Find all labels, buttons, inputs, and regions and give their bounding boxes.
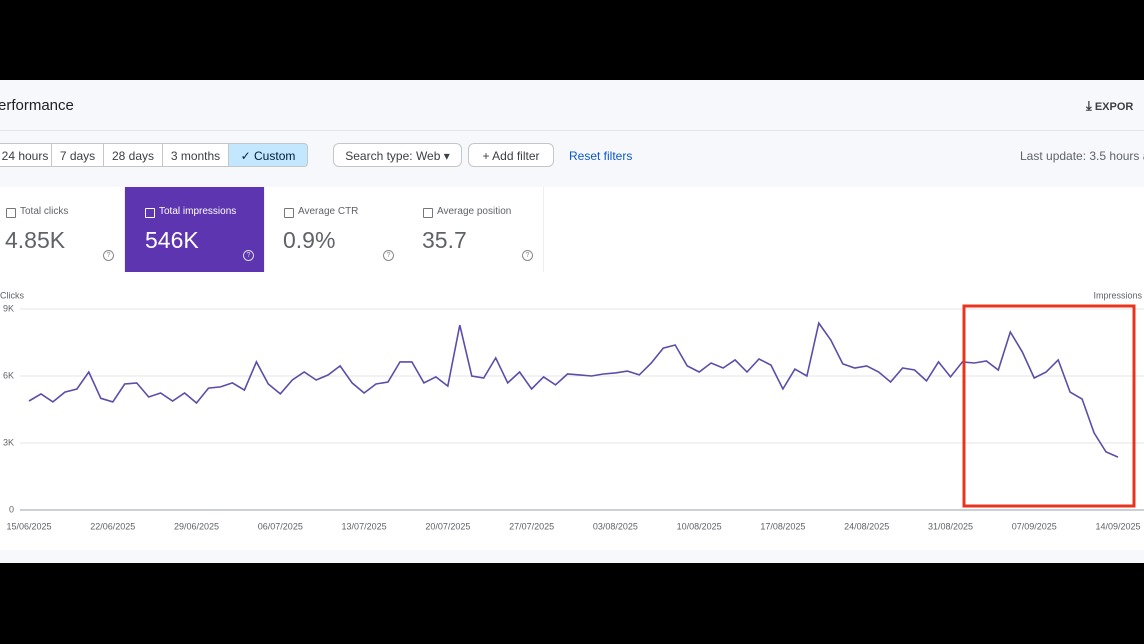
x-tick-label: 03/08/2025 xyxy=(593,521,638,531)
range-chip[interactable]: 3 months xyxy=(162,143,229,167)
chip-label: 7 days xyxy=(59,149,96,163)
y-tick-label: 3K xyxy=(3,437,14,447)
chip-label: 3 months xyxy=(170,149,221,163)
y-tick-label: 9K xyxy=(3,303,14,313)
help-icon: ? xyxy=(522,250,533,261)
metric-value: 4.85K xyxy=(5,227,66,253)
filter-label: Search type: Web xyxy=(345,149,441,163)
range-chip[interactable]: 7 days xyxy=(51,143,104,167)
last-update: Last update: 3.5 hours a xyxy=(1020,149,1144,163)
page-title: erformance xyxy=(0,97,74,114)
range-chip-selected[interactable]: ✓ Custom xyxy=(228,143,308,167)
metric-value: 35.7 xyxy=(422,227,467,253)
x-tick-label: 24/08/2025 xyxy=(844,521,889,531)
y-tick-label: 0 xyxy=(9,504,14,514)
checkbox xyxy=(284,208,294,218)
x-tick-label: 20/07/2025 xyxy=(425,521,470,531)
chip-label: 28 days xyxy=(111,149,155,163)
impressions-line xyxy=(28,321,1119,458)
metric-card[interactable]: Average CTR 0.9%? xyxy=(265,187,405,272)
range-chip[interactable]: 24 hours xyxy=(0,143,52,167)
help-icon: ? xyxy=(383,250,394,261)
x-tick-label: 15/06/2025 xyxy=(6,521,51,531)
help-icon: ? xyxy=(103,250,114,261)
y2-axis-label: Impressions xyxy=(1093,290,1142,300)
y-tick-label: 6K xyxy=(3,370,14,380)
x-tick-label: 29/06/2025 xyxy=(174,521,219,531)
chip-label: Custom xyxy=(254,149,296,163)
export-button[interactable]: ⤓ EXPOR xyxy=(1086,98,1134,113)
reset-filters-link[interactable]: Reset filters xyxy=(569,149,633,163)
x-tick-label: 17/08/2025 xyxy=(760,521,805,531)
metric-label: Average position xyxy=(437,206,512,217)
export-label: EXPOR xyxy=(1094,101,1134,113)
x-tick-label: 14/09/2025 xyxy=(1095,521,1140,531)
performance-panel: erformance ⤓ EXPOR 24 hours 7 days 28 da… xyxy=(0,80,1144,563)
metric-label: Total impressions xyxy=(159,206,237,217)
checkbox xyxy=(145,208,155,218)
range-chip[interactable]: 28 days xyxy=(103,143,163,167)
x-tick-label: 07/09/2025 xyxy=(1012,521,1057,531)
metric-value: 0.9% xyxy=(283,227,336,253)
header-bar xyxy=(0,80,1144,131)
x-tick-label: 10/08/2025 xyxy=(677,521,722,531)
metric-value: 546K xyxy=(145,227,199,253)
checkbox xyxy=(423,208,433,218)
metric-card[interactable]: Average position 35.7? xyxy=(404,187,544,272)
metric-card-selected[interactable]: Total impressions 546K? xyxy=(125,187,265,272)
x-tick-label: 06/07/2025 xyxy=(258,521,303,531)
metric-label: Average CTR xyxy=(298,206,359,217)
add-filter-button[interactable]: + Add filter xyxy=(468,143,554,167)
y-axis-label: Clicks xyxy=(0,290,24,300)
x-tick-label: 13/07/2025 xyxy=(342,521,387,531)
metric-card[interactable]: Total clicks 4.85K? xyxy=(0,187,125,272)
help-icon: ? xyxy=(243,250,254,261)
chip-label: 24 hours xyxy=(1,149,49,163)
x-tick-label: 22/06/2025 xyxy=(90,521,135,531)
search-type-filter[interactable]: Search type: Web ▾ xyxy=(333,143,462,167)
checkbox xyxy=(6,208,16,218)
x-tick-label: 31/08/2025 xyxy=(928,521,973,531)
add-filter-label: Add filter xyxy=(492,149,540,163)
x-tick-label: 27/07/2025 xyxy=(509,521,554,531)
metric-label: Total clicks xyxy=(20,206,69,217)
highlight-box xyxy=(962,304,1136,508)
